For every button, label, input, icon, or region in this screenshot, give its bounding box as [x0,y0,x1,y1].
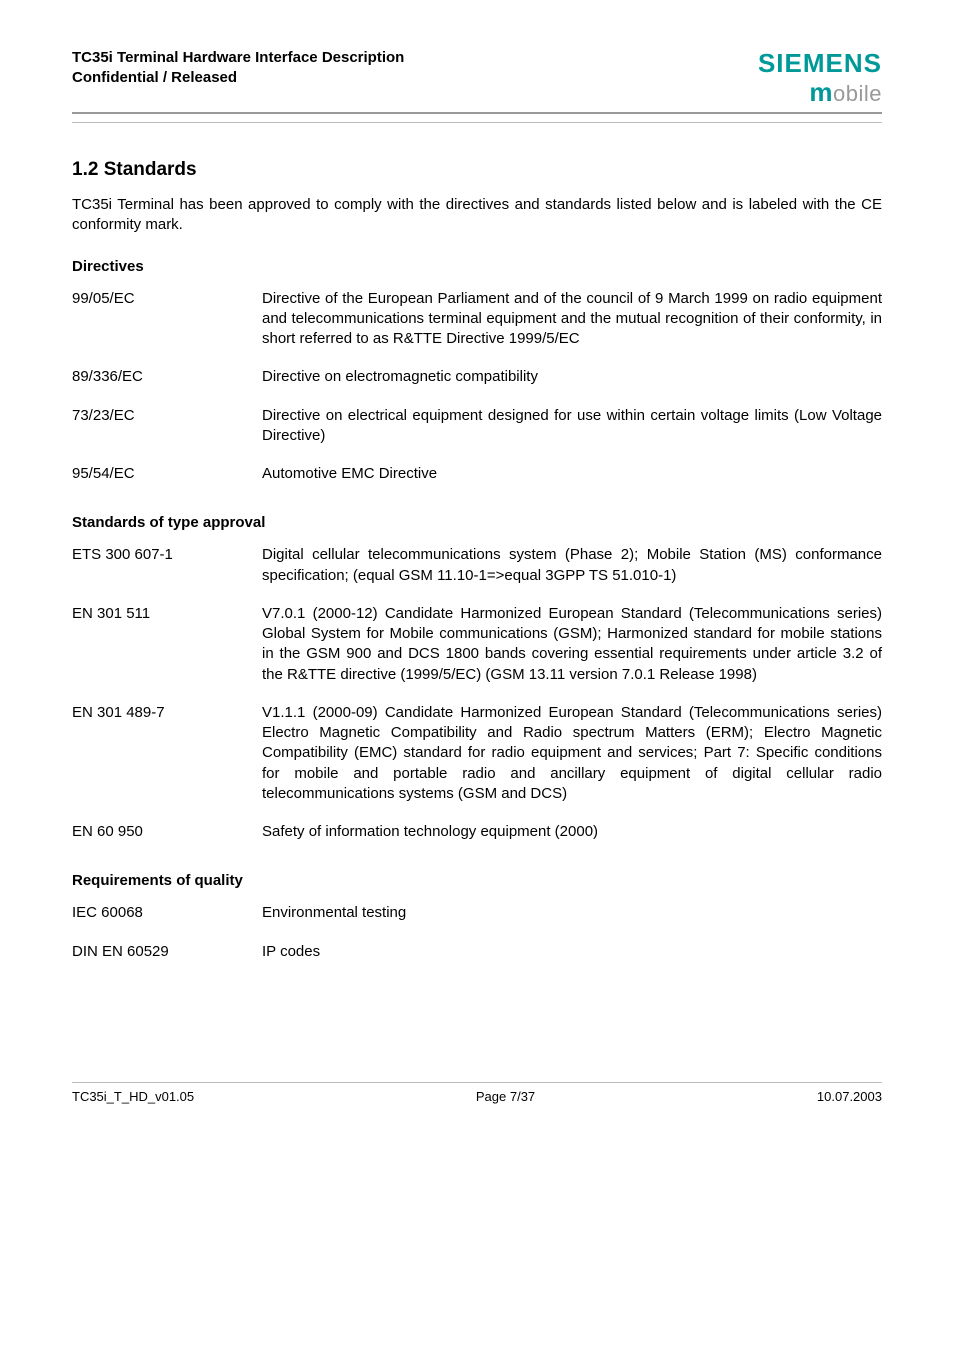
logo-mobile-rest: obile [833,81,882,106]
siemens-logo: SIEMENS mobile [758,48,882,108]
directive-term: 99/05/EC [72,289,262,309]
directive-row: 73/23/EC Directive on electrical equipme… [72,406,882,447]
requirement-desc: Environmental testing [262,903,882,923]
standard-term: EN 301 489-7 [72,703,262,723]
directive-row: 95/54/EC Automotive EMC Directive [72,464,882,484]
standard-desc: V7.0.1 (2000-12) Candidate Harmonized Eu… [262,604,882,685]
standard-desc: Safety of information technology equipme… [262,822,882,842]
requirement-term: DIN EN 60529 [72,942,262,962]
standard-row: EN 301 489-7 V1.1.1 (2000-09) Candidate … [72,703,882,804]
directive-desc: Directive on electromagnetic compatibili… [262,367,882,387]
requirement-term: IEC 60068 [72,903,262,923]
standard-desc: V1.1.1 (2000-09) Candidate Harmonized Eu… [262,703,882,804]
standard-row: ETS 300 607-1 Digital cellular telecommu… [72,545,882,586]
directive-term: 73/23/EC [72,406,262,426]
requirement-desc: IP codes [262,942,882,962]
requirement-row: DIN EN 60529 IP codes [72,942,882,962]
directive-desc: Directive on electrical equipment design… [262,406,882,447]
header-title-line1: TC35i Terminal Hardware Interface Descri… [72,48,404,68]
header-title-line2: Confidential / Released [72,68,404,88]
standard-desc: Digital cellular telecommunications syst… [262,545,882,586]
footer-center: Page 7/37 [476,1089,535,1104]
logo-mobile-word: mobile [758,77,882,108]
standard-row: EN 301 511 V7.0.1 (2000-12) Candidate Ha… [72,604,882,685]
standard-term: ETS 300 607-1 [72,545,262,565]
header-divider [72,122,882,123]
directive-desc: Automotive EMC Directive [262,464,882,484]
standard-term: EN 60 950 [72,822,262,842]
page-header: TC35i Terminal Hardware Interface Descri… [72,48,882,114]
requirements-heading: Requirements of quality [72,872,882,889]
directive-term: 89/336/EC [72,367,262,387]
standards-heading: Standards of type approval [72,514,882,531]
section-intro: TC35i Terminal has been approved to comp… [72,195,882,236]
directive-row: 89/336/EC Directive on electromagnetic c… [72,367,882,387]
requirement-row: IEC 60068 Environmental testing [72,903,882,923]
section-title: 1.2 Standards [72,159,882,181]
logo-siemens-word: SIEMENS [758,48,882,79]
directives-heading: Directives [72,258,882,275]
page-footer: TC35i_T_HD_v01.05 Page 7/37 10.07.2003 [72,1082,882,1104]
footer-right: 10.07.2003 [817,1089,882,1104]
directive-row: 99/05/EC Directive of the European Parli… [72,289,882,350]
standard-term: EN 301 511 [72,604,262,624]
document-page: TC35i Terminal Hardware Interface Descri… [0,0,954,1134]
footer-left: TC35i_T_HD_v01.05 [72,1089,194,1104]
logo-mobile-m: m [809,77,833,107]
directive-desc: Directive of the European Parliament and… [262,289,882,350]
standard-row: EN 60 950 Safety of information technolo… [72,822,882,842]
header-left-block: TC35i Terminal Hardware Interface Descri… [72,48,404,87]
directive-term: 95/54/EC [72,464,262,484]
